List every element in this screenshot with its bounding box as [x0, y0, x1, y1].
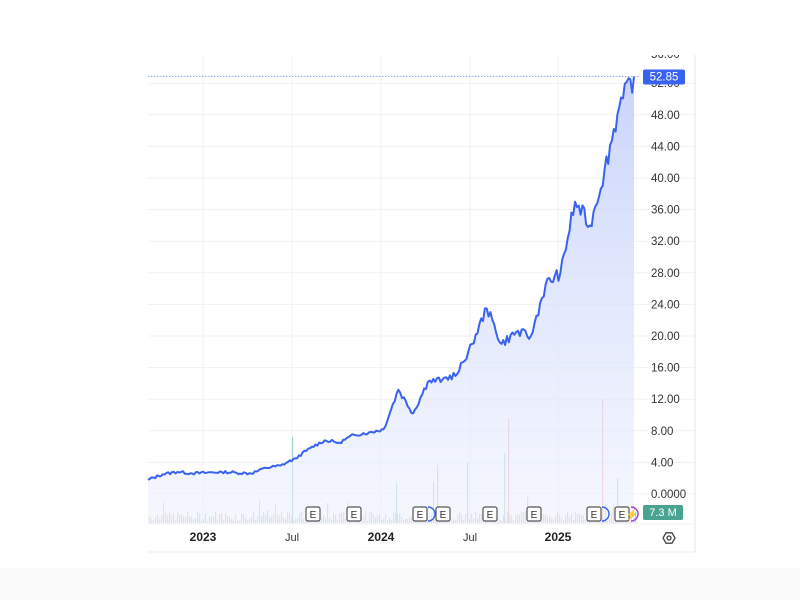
time-axis[interactable]: 2023 Jul 2024 Jul 2025 [190, 530, 572, 544]
y-tick-label: 4.00 [651, 457, 673, 469]
y-tick-label: 44.00 [651, 141, 680, 153]
x-tick-label: Jul [463, 532, 477, 544]
y-tick-label: 48.00 [651, 110, 680, 122]
y-tick-label: 28.00 [651, 268, 680, 280]
svg-text:E: E [619, 510, 626, 521]
y-tick-label: 24.00 [651, 299, 680, 311]
y-tick-label: 0.0000 [651, 489, 686, 501]
event-markers[interactable]: E E E E E E E E ⚡ [305, 506, 639, 522]
footer-band [0, 568, 800, 600]
x-tick-label: 2024 [368, 530, 395, 544]
earnings-marker[interactable]: E [614, 506, 630, 522]
y-tick-label: 32.00 [651, 236, 680, 248]
y-tick-label-clipped: 56.00 [651, 49, 680, 61]
svg-text:E: E [417, 510, 424, 521]
earnings-marker[interactable]: E [586, 506, 602, 522]
svg-text:E: E [351, 510, 358, 521]
y-tick-label: 8.00 [651, 426, 673, 438]
svg-text:E: E [591, 510, 598, 521]
y-tick-label: 16.00 [651, 363, 680, 375]
svg-text:⚡: ⚡ [626, 508, 638, 521]
x-tick-label: Jul [285, 532, 299, 544]
svg-text:7.3 M: 7.3 M [649, 507, 677, 519]
x-tick-label: 2025 [545, 530, 572, 544]
x-tick-label: 2023 [190, 530, 217, 544]
split-marker[interactable]: ⚡ [626, 506, 639, 522]
svg-text:52.85: 52.85 [650, 71, 679, 83]
earnings-marker[interactable]: E [412, 506, 428, 522]
svg-text:E: E [440, 510, 447, 521]
last-volume-badge: 7.3 M [643, 505, 683, 520]
earnings-marker[interactable]: E [526, 506, 542, 522]
svg-text:E: E [487, 510, 494, 521]
price-area [147, 76, 635, 524]
earnings-marker[interactable]: E [346, 506, 362, 522]
y-tick-label: 40.00 [651, 173, 680, 185]
dividend-marker[interactable] [601, 506, 610, 522]
svg-text:E: E [531, 510, 538, 521]
y-tick-label: 20.00 [651, 331, 680, 343]
axis-badges: 52.85 7.3 M [643, 69, 685, 520]
gear-icon[interactable] [662, 532, 676, 544]
earnings-marker[interactable]: E [482, 506, 498, 522]
earnings-marker[interactable]: E [435, 506, 451, 522]
price-axis[interactable]: 0.0000 4.00 8.00 12.00 16.00 20.00 24.00 28.00 3… [651, 49, 686, 501]
svg-text:E: E [310, 510, 317, 521]
earnings-marker[interactable]: E [305, 506, 321, 522]
dividend-marker[interactable] [427, 506, 436, 522]
y-tick-label: 12.00 [651, 394, 680, 406]
y-tick-label: 36.00 [651, 205, 680, 217]
last-price-badge: 52.85 [643, 69, 685, 85]
